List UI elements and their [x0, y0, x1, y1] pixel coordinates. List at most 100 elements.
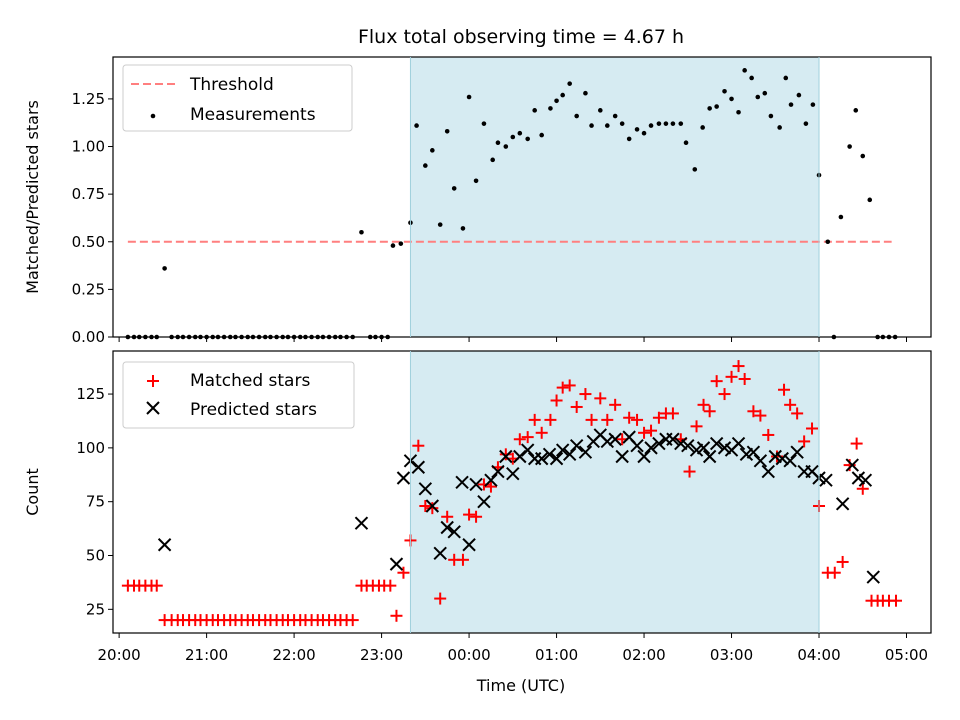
predicted-stars-point — [469, 477, 483, 492]
matched-stars-point — [836, 555, 849, 568]
measurement-point — [444, 128, 450, 134]
measurement-point — [574, 113, 579, 119]
y-tick-label: 0.25 — [72, 280, 105, 298]
measurement-point — [583, 90, 588, 96]
ratio-y-axis: 0.00 0.25 0.50 0.75 1.00 1.25 — [72, 90, 113, 346]
measurement-point — [437, 222, 443, 227]
chart-title: Flux total observing time = 4.67 h — [358, 26, 684, 48]
matched-stars-point — [601, 413, 614, 426]
matched-stars-point — [609, 398, 622, 411]
measurement-point — [692, 167, 698, 172]
count-panel: 25 50 75 100 125 20:00 21:00 22:00 23:00 00:00 01… — [23, 350, 932, 695]
matched-stars-point — [631, 413, 644, 426]
x-tick-label: 00:00 — [447, 646, 490, 664]
matched-stars-point — [703, 405, 716, 418]
predicted-stars-point — [491, 464, 505, 479]
matched-stars-point — [513, 433, 526, 446]
x-tick-label: 21:00 — [185, 646, 228, 664]
matched-stars-point — [856, 482, 869, 495]
matched-stars-point — [412, 439, 425, 452]
count-legend: Matched stars Predicted stars — [122, 361, 355, 429]
measurement-point — [548, 106, 553, 111]
legend-matched-label: Matched stars — [190, 371, 310, 391]
matched-stars-point — [470, 510, 483, 523]
predicted-stars-point — [666, 432, 680, 446]
matched-stars-point — [579, 388, 592, 401]
predicted-stars-point — [425, 499, 440, 513]
x-tick-label: 02:00 — [622, 646, 665, 664]
measurement-point — [162, 266, 167, 271]
matched-stars-point — [828, 566, 841, 579]
matched-stars-point — [784, 398, 797, 411]
predicted-stars-point — [447, 525, 461, 539]
matched-stars-point — [419, 499, 432, 512]
matched-stars-point — [791, 407, 804, 420]
measurement-point — [838, 214, 844, 220]
measurement-point — [598, 108, 603, 113]
predicted-stars-point — [549, 451, 564, 466]
x-tick-label: 01:00 — [535, 646, 578, 664]
x-tick-label: 22:00 — [272, 646, 315, 664]
matched-stars-point — [778, 383, 791, 396]
predicted-stars-point — [753, 454, 768, 468]
measurement-point — [451, 186, 457, 191]
predicted-stars-point — [455, 475, 469, 490]
matched-stars-point — [594, 392, 607, 405]
matched-stars-point — [738, 372, 751, 385]
matched-stars-point — [710, 375, 723, 388]
y-tick-label: 25 — [86, 600, 105, 618]
matched-stars-point — [456, 553, 469, 566]
predicted-stars-point — [157, 538, 172, 552]
matched-stars-point — [850, 437, 863, 450]
matched-stars-point — [570, 400, 583, 413]
predicted-stars-point — [681, 439, 695, 453]
matched-stars-point — [535, 426, 548, 439]
measurement-point — [755, 94, 761, 100]
measurement-point — [853, 108, 859, 113]
count-x-axis: 20:00 21:00 22:00 23:00 00:00 01:00 02:00 03:00… — [98, 633, 928, 664]
measurement-point — [525, 136, 530, 142]
matched-stars-point — [563, 379, 576, 392]
predicted-stars-point — [845, 458, 859, 472]
count-observing-window — [410, 351, 820, 633]
matched-stars-point — [390, 609, 403, 622]
measurement-point — [589, 123, 594, 128]
count-y-axis: 25 50 75 100 125 — [76, 385, 113, 618]
y-tick-label: 75 — [86, 493, 105, 511]
y-tick-label: 1.25 — [72, 90, 105, 108]
predicted-stars-point — [637, 449, 651, 464]
predicted-stars-point — [858, 473, 873, 487]
count-legend-box — [122, 361, 355, 429]
predicted-stars-point — [513, 449, 527, 464]
matched-stars-point — [732, 360, 745, 373]
matched-stars-point — [890, 594, 903, 607]
measurement-point — [683, 140, 689, 146]
predicted-stars-point — [389, 557, 404, 571]
ratio-panel: 0.00 0.25 0.50 0.75 1.00 1.25 Matched/Predict… — [23, 56, 932, 346]
predicted-stars-point — [506, 466, 520, 481]
y-tick-label: 0.50 — [72, 233, 105, 251]
matched-stars-point — [426, 502, 439, 515]
measurement-point — [707, 106, 712, 111]
predicted-stars-point — [562, 447, 577, 462]
measurement-point — [430, 148, 435, 153]
matched-stars-point — [499, 448, 512, 461]
measurement-point — [803, 121, 809, 126]
legend-predicted-label: Predicted stars — [190, 400, 317, 420]
predicted-stars-point — [746, 445, 761, 459]
predicted-stars-point — [418, 482, 433, 496]
measurement-point — [567, 81, 572, 86]
matched-stars-point — [528, 413, 541, 426]
measurement-point — [423, 163, 428, 168]
count-y-axis-label: Count — [23, 468, 42, 516]
measurement-point — [539, 132, 544, 138]
matched-stars-point — [521, 431, 534, 444]
predicted-stars-point — [600, 434, 615, 449]
y-tick-label: 100 — [76, 439, 105, 457]
matched-stars-point — [441, 510, 454, 523]
measurement-point — [867, 197, 873, 203]
measurement-point — [847, 144, 852, 149]
matched-stars-point — [397, 566, 410, 579]
x-axis-label: Time (UTC) — [476, 676, 565, 695]
